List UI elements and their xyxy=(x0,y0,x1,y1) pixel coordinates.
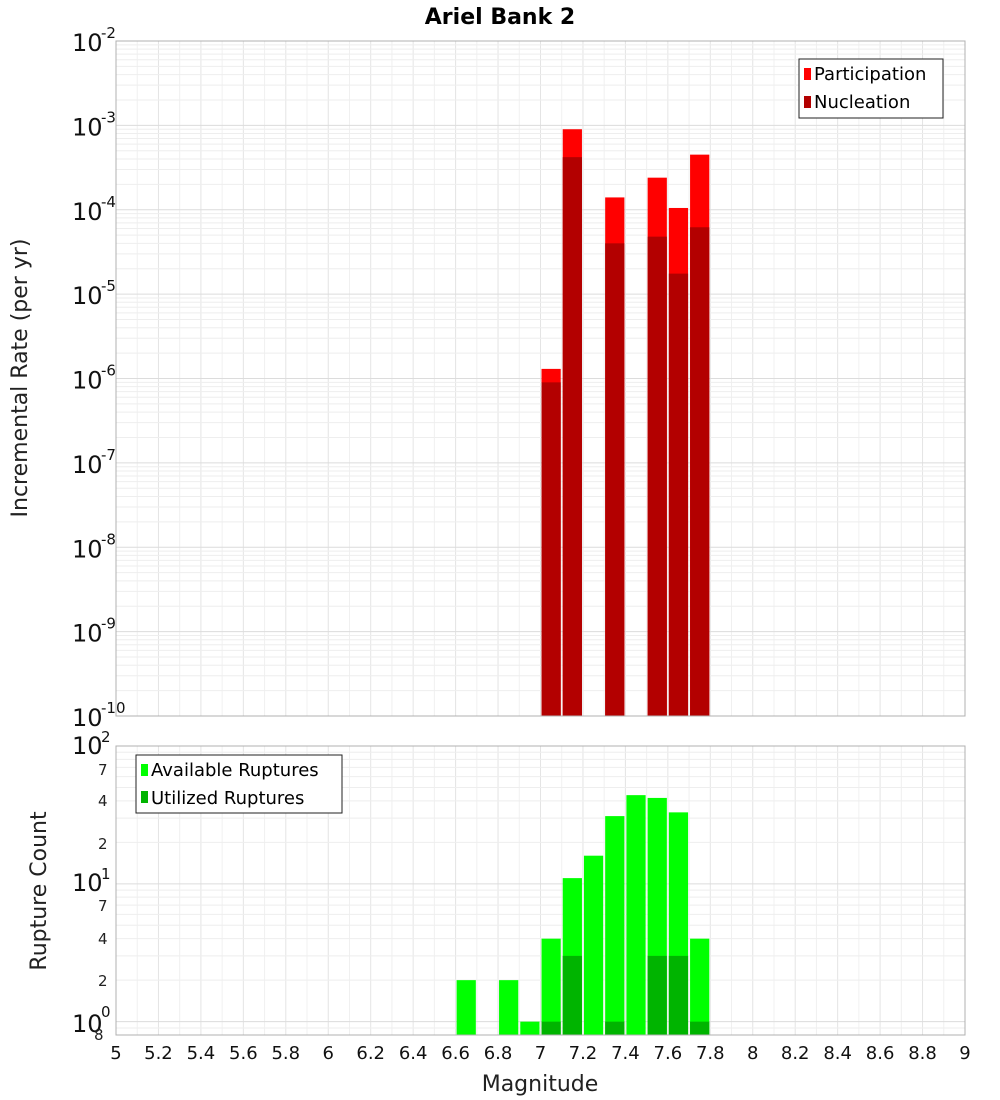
legend-label-participation: Participation xyxy=(814,64,926,85)
bottom-y-axis-label: Rupture Count xyxy=(27,811,52,971)
top-plot-border xyxy=(115,40,966,717)
x-tick-label: 7 xyxy=(535,1043,546,1064)
x-tick-label: 8.6 xyxy=(866,1043,895,1064)
x-tick-label: 5.2 xyxy=(144,1043,173,1064)
legend-label-nucleation: Nucleation xyxy=(814,92,910,113)
bottom-minor-tick-7-lower: 7 xyxy=(98,897,108,915)
bottom-ytick-10-base: 10 xyxy=(72,869,103,897)
x-tick-label: 8.8 xyxy=(908,1043,937,1064)
bottom-plot-border xyxy=(115,745,966,1036)
utilized-ruptures-bar xyxy=(605,1021,625,1035)
nucleation-bar xyxy=(647,236,667,716)
top-ytick-base: 10 xyxy=(72,620,103,648)
top-ytick-base: 10 xyxy=(72,535,103,563)
top-ytick-exponent: -2 xyxy=(101,24,116,42)
utilized-ruptures-bar xyxy=(690,1021,710,1035)
legend-swatch-utilized xyxy=(141,791,148,803)
nucleation-bar xyxy=(562,157,582,717)
top-y-ticks: 10-210-310-410-510-610-710-810-910-10 xyxy=(72,24,126,732)
x-tick-label: 5.8 xyxy=(271,1043,300,1064)
legend-swatch-participation xyxy=(804,68,811,80)
x-tick-label: 6.4 xyxy=(399,1043,428,1064)
legend-label-available: Available Ruptures xyxy=(151,760,319,781)
x-tick-label: 7.2 xyxy=(569,1043,598,1064)
bottom-bars xyxy=(456,795,710,1035)
top-ytick-exponent: -7 xyxy=(101,446,116,464)
top-y-axis-label: Incremental Rate (per yr) xyxy=(8,239,33,518)
top-legend-box xyxy=(798,58,944,119)
top-ytick-base: 10 xyxy=(72,29,103,57)
available-ruptures-bar xyxy=(626,795,646,1035)
utilized-ruptures-bar xyxy=(668,955,689,1035)
utilized-ruptures-bar xyxy=(541,1021,561,1035)
nucleation-bar xyxy=(605,243,625,717)
top-ytick-exponent: -3 xyxy=(101,108,116,126)
top-ytick-base: 10 xyxy=(72,198,103,226)
utilized-ruptures-bar xyxy=(562,955,582,1035)
top-legend: Participation Nucleation xyxy=(798,58,944,119)
x-tick-label: 5 xyxy=(110,1043,121,1064)
x-tick-label: 9 xyxy=(959,1043,970,1064)
available-ruptures-bar xyxy=(456,980,476,1035)
top-ytick-exponent: -4 xyxy=(101,193,116,211)
top-ytick-exponent: -9 xyxy=(101,615,116,633)
nucleation-bar xyxy=(668,273,689,716)
top-ytick-base: 10 xyxy=(72,451,103,479)
bottom-minor-tick-4-lower: 4 xyxy=(98,930,108,948)
bottom-minor-tick-4-upper: 4 xyxy=(98,792,108,810)
bottom-ytick-1-base: 10 xyxy=(72,1010,103,1038)
bottom-minor-tick-7-upper: 7 xyxy=(98,761,108,779)
top-bars xyxy=(541,129,710,717)
bottom-ytick-extra-8: 8 xyxy=(94,1026,104,1044)
x-tick-label: 8.4 xyxy=(823,1043,852,1064)
x-tick-label: 8 xyxy=(747,1043,758,1064)
x-tick-label: 7.6 xyxy=(654,1043,683,1064)
x-tick-label: 6 xyxy=(323,1043,334,1064)
legend-swatch-available xyxy=(141,764,148,776)
top-ytick-exponent: -6 xyxy=(101,362,116,380)
x-tick-label: 6.8 xyxy=(484,1043,513,1064)
x-axis-label: Magnitude xyxy=(482,1072,599,1097)
bottom-ytick-100-exp: 2 xyxy=(101,728,111,746)
x-tick-label: 8.2 xyxy=(781,1043,810,1064)
x-tick-label: 5.6 xyxy=(229,1043,258,1064)
available-ruptures-bar xyxy=(690,938,710,1035)
top-ytick-exponent: -10 xyxy=(101,699,126,717)
available-ruptures-bar xyxy=(583,855,604,1035)
x-ticks: 5 5.2 5.4 5.6 5.8 6 6.2 6.4 6.6 6.8 7 7.2 7.4 7.6 7.8 8… xyxy=(110,1043,970,1064)
available-ruptures-bar xyxy=(520,1021,540,1035)
nucleation-bar xyxy=(690,227,710,716)
top-ytick-exponent: -8 xyxy=(101,530,116,548)
x-tick-label: 6.2 xyxy=(356,1043,385,1064)
x-tick-label: 6.6 xyxy=(441,1043,470,1064)
utilized-ruptures-bar xyxy=(647,955,667,1035)
bottom-panel: 10 2 10 1 10 0 8 7 4 2 7 4 2 Rupture Cou… xyxy=(27,728,971,1097)
top-panel: 10-210-310-410-510-610-710-810-910-10 In… xyxy=(8,24,966,732)
bottom-minor-tick-2-upper: 2 xyxy=(98,835,108,853)
bottom-y-ticks: 10 2 10 1 10 0 8 7 4 2 7 4 2 xyxy=(72,728,111,1044)
bottom-ytick-10-exp: 1 xyxy=(101,865,111,883)
available-ruptures-bar xyxy=(499,980,519,1035)
x-tick-label: 5.4 xyxy=(187,1043,216,1064)
bottom-ytick-100-base: 10 xyxy=(72,732,103,760)
top-grid xyxy=(115,41,966,717)
bottom-minor-tick-2-lower: 2 xyxy=(98,972,108,990)
chart-title: Ariel Bank 2 xyxy=(425,5,575,30)
legend-swatch-nucleation xyxy=(804,96,811,108)
bottom-legend: Available Ruptures Utilized Ruptures xyxy=(135,754,343,814)
top-ytick-base: 10 xyxy=(72,282,103,310)
top-ytick-base: 10 xyxy=(72,704,103,732)
x-tick-label: 7.4 xyxy=(611,1043,640,1064)
nucleation-bar xyxy=(541,382,561,716)
top-ytick-base: 10 xyxy=(72,367,103,395)
available-ruptures-bar xyxy=(605,816,625,1035)
legend-label-utilized: Utilized Ruptures xyxy=(151,788,304,809)
x-tick-label: 7.8 xyxy=(696,1043,725,1064)
available-ruptures-bar xyxy=(541,938,561,1035)
bottom-ytick-1-exp: 0 xyxy=(101,1003,111,1021)
top-ytick-exponent: -5 xyxy=(101,277,116,295)
top-ytick-base: 10 xyxy=(72,113,103,141)
bottom-legend-box xyxy=(135,754,343,814)
